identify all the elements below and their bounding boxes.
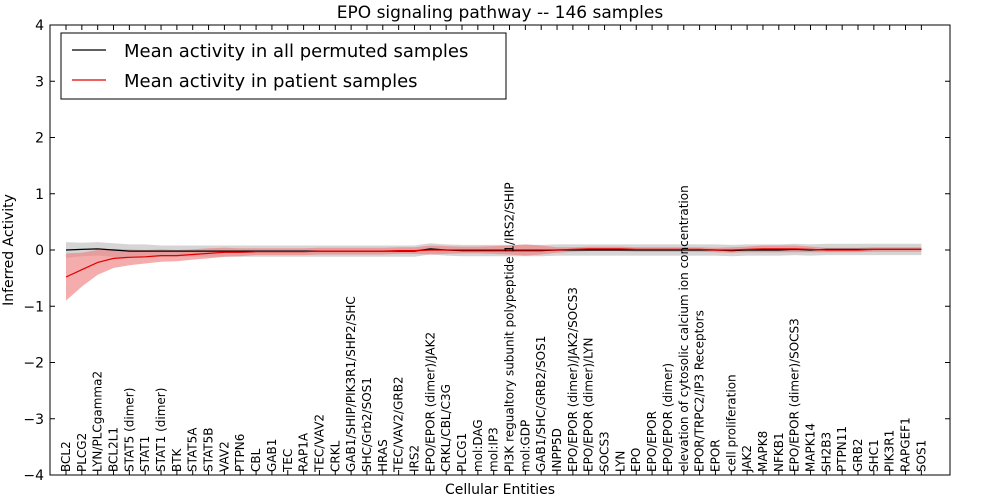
x-tick-label: SHC1 xyxy=(867,439,881,472)
x-tick-label: STAT1 xyxy=(138,436,152,472)
y-tick-label: −2 xyxy=(23,356,44,372)
x-tick-label: PLCG1 xyxy=(455,433,469,472)
x-tick-label: CRKL/CBL/C3G xyxy=(439,384,453,472)
x-tick-label: RAPGEF1 xyxy=(899,417,913,472)
x-tick-label: LYN/PLCgamma2 xyxy=(91,371,105,472)
x-tick-label: INPP5D xyxy=(550,428,564,472)
x-tick-label: HRAS xyxy=(376,439,390,472)
x-tick-label: EPO/EPOR (dimer)/LYN xyxy=(582,338,596,472)
x-tick-label: VAV2 xyxy=(217,441,231,472)
x-tick-label: IRS2 xyxy=(408,445,422,472)
x-tick-label: MAPK14 xyxy=(804,423,818,472)
x-tick-label: GAB1 xyxy=(265,439,279,472)
x-tick-label: SHC/Grb2/SOS1 xyxy=(360,377,374,472)
y-tick-label: −1 xyxy=(23,299,44,315)
x-tick-label: EPO xyxy=(629,448,643,472)
x-tick-label: PTPN11 xyxy=(835,426,849,472)
x-tick-label: STAT5 (dimer) xyxy=(122,388,136,472)
series-line-patient xyxy=(65,248,922,278)
x-tick-label: SOCS3 xyxy=(598,431,612,472)
x-tick-label: TEC xyxy=(281,449,295,473)
x-tick-label: BTK xyxy=(170,447,184,472)
y-axis: −4 −3 −2 −1 0 1 2 3 4 xyxy=(23,18,950,484)
legend-label-patient: Mean activity in patient samples xyxy=(124,71,418,92)
x-axis: BCL2 PLCG2 LYN/PLCgamma2 BCL2L1 STAT5 (dimer… xyxy=(59,25,928,475)
x-tick-label: PLCG2 xyxy=(75,433,89,472)
y-tick-label: 1 xyxy=(35,187,44,203)
x-tick-label: PTPN6 xyxy=(233,434,247,472)
x-tick-label: STAT1 (dimer) xyxy=(154,388,168,472)
x-tick-label: GAB1/SHIP/PIK3R1/SHP2/SHC xyxy=(344,296,358,472)
x-tick-label: NFKB1 xyxy=(772,432,786,472)
x-tick-label: TEC/VAV2 xyxy=(312,414,326,473)
x-tick-label: mol:DAG xyxy=(471,419,485,472)
x-tick-label: LYN xyxy=(613,451,627,472)
x-tick-label: EPO/EPOR (dimer)/JAK2 xyxy=(423,332,437,472)
x-tick-label: MAPK8 xyxy=(756,431,770,472)
legend-box xyxy=(60,32,507,100)
y-axis-label: Inferred Activity xyxy=(1,194,17,306)
x-tick-label: TEC/VAV2/GRB2 xyxy=(392,376,406,473)
x-tick-label: EPOR xyxy=(708,439,722,472)
x-tick-label: GRB2 xyxy=(851,438,865,472)
x-tick-label: JAK2 xyxy=(740,445,754,473)
x-tick-label: EPO/EPOR (dimer)/SOCS3 xyxy=(788,318,802,472)
x-tick-label: CBL xyxy=(249,448,263,472)
x-tick-label: EPO/EPOR (dimer) xyxy=(661,363,675,472)
y-tick-label: 4 xyxy=(35,18,44,34)
x-tick-label: STAT5B xyxy=(202,428,216,473)
y-tick-label: −3 xyxy=(23,412,44,428)
x-tick-label: BCL2 xyxy=(59,441,73,472)
x-tick-label: mol:GDP xyxy=(518,420,532,472)
y-tick-label: 3 xyxy=(35,74,44,90)
x-tick-label: CRKL xyxy=(328,440,342,472)
y-tick-label: 0 xyxy=(35,243,44,259)
x-tick-label: cell proliferation xyxy=(724,374,738,472)
x-tick-label: PI3K regualtory subunit polypeptide 1/IR… xyxy=(503,182,517,472)
x-tick-label: SH2B3 xyxy=(819,432,833,472)
x-tick-label: PIK3R1 xyxy=(883,430,897,472)
chart-title: EPO signaling pathway -- 146 samples xyxy=(337,3,664,23)
legend-label-permuted: Mean activity in all permuted samples xyxy=(124,41,468,62)
x-tick-label: BCL2L1 xyxy=(107,427,121,472)
x-tick-label: STAT5A xyxy=(186,427,200,472)
x-tick-label: EPO/EPOR xyxy=(645,411,659,472)
legend: Mean activity in all permuted samples Me… xyxy=(60,32,507,100)
y-tick-label: −4 xyxy=(23,468,44,484)
x-tick-label: RAP1A xyxy=(297,432,311,472)
x-tick-label: EPOR/TRPC2/IP3 Receptors xyxy=(693,310,707,472)
x-axis-label: Cellular Entities xyxy=(445,482,555,498)
x-tick-label: SOS1 xyxy=(914,440,928,472)
y-tick-label: 2 xyxy=(35,131,44,147)
series-lines xyxy=(65,248,922,278)
x-tick-label: GAB1/SHC/GRB2/SOS1 xyxy=(534,336,548,472)
x-tick-label: elevation of cytosolic calcium ion conce… xyxy=(677,185,691,472)
x-tick-label: mol:IP3 xyxy=(487,427,501,472)
x-tick-label: EPO/EPOR (dimer)/JAK2/SOCS3 xyxy=(566,287,580,472)
